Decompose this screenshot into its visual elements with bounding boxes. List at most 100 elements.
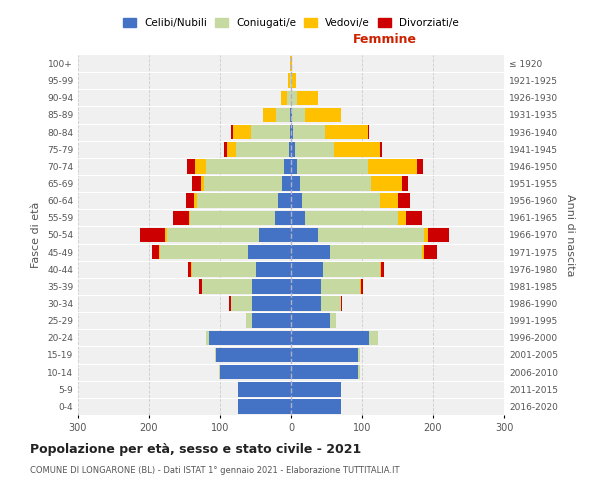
Bar	[291, 399, 341, 413]
Bar	[187, 159, 195, 174]
Bar	[230, 296, 252, 311]
Bar	[291, 159, 296, 174]
Bar	[302, 194, 380, 208]
Bar	[290, 74, 291, 88]
Legend: Celibi/Nubili, Coniugati/e, Vedovi/e, Divorziati/e: Celibi/Nubili, Coniugati/e, Vedovi/e, Di…	[123, 18, 459, 28]
Bar	[186, 194, 194, 208]
Bar	[398, 210, 406, 225]
Bar	[291, 382, 341, 396]
Bar	[236, 142, 289, 156]
Bar	[291, 108, 292, 122]
Bar	[291, 194, 302, 208]
Bar	[232, 125, 233, 140]
Bar	[305, 108, 341, 122]
Bar	[252, 296, 291, 311]
Bar	[193, 176, 201, 191]
Bar	[246, 314, 252, 328]
Bar	[381, 262, 384, 276]
Bar	[159, 245, 160, 260]
Bar	[291, 125, 293, 140]
Bar	[288, 74, 290, 88]
Bar	[275, 210, 291, 225]
Bar	[428, 228, 449, 242]
Bar	[296, 90, 318, 105]
Bar	[194, 194, 197, 208]
Bar	[299, 176, 371, 191]
Bar	[259, 228, 291, 242]
Bar	[251, 125, 290, 140]
Bar	[224, 142, 227, 156]
Bar	[418, 159, 423, 174]
Bar	[358, 365, 360, 380]
Bar	[295, 142, 334, 156]
Bar	[291, 56, 292, 71]
Bar	[291, 74, 292, 88]
Bar	[215, 348, 217, 362]
Bar	[191, 262, 256, 276]
Bar	[263, 108, 276, 122]
Bar	[283, 176, 291, 191]
Bar	[152, 245, 159, 260]
Bar	[371, 176, 403, 191]
Bar	[206, 330, 209, 345]
Bar	[206, 159, 284, 174]
Bar	[325, 125, 368, 140]
Bar	[296, 159, 368, 174]
Bar	[140, 228, 166, 242]
Bar	[195, 159, 206, 174]
Bar	[167, 228, 259, 242]
Bar	[252, 279, 291, 293]
Bar	[361, 279, 364, 293]
Bar	[173, 210, 189, 225]
Bar	[284, 159, 291, 174]
Bar	[292, 74, 296, 88]
Bar	[199, 279, 202, 293]
Bar	[369, 330, 377, 345]
Bar	[160, 245, 248, 260]
Bar	[292, 108, 305, 122]
Bar	[290, 108, 291, 122]
Bar	[290, 56, 291, 71]
Bar	[291, 176, 299, 191]
Bar	[291, 296, 321, 311]
Bar	[289, 142, 291, 156]
Text: COMUNE DI LONGARONE (BL) - Dati ISTAT 1° gennaio 2021 - Elaborazione TUTTITALIA.: COMUNE DI LONGARONE (BL) - Dati ISTAT 1°…	[30, 466, 400, 475]
Bar	[256, 262, 291, 276]
Bar	[293, 125, 325, 140]
Bar	[291, 314, 330, 328]
Bar	[380, 142, 382, 156]
Bar	[368, 125, 369, 140]
Text: Femmine: Femmine	[353, 33, 417, 46]
Bar	[217, 348, 291, 362]
Bar	[205, 176, 283, 191]
Bar	[334, 142, 380, 156]
Bar	[398, 194, 410, 208]
Bar	[201, 176, 205, 191]
Bar	[424, 228, 428, 242]
Y-axis label: Anni di nascita: Anni di nascita	[565, 194, 575, 276]
Bar	[422, 245, 424, 260]
Bar	[380, 194, 398, 208]
Bar	[290, 125, 291, 140]
Bar	[188, 262, 191, 276]
Bar	[321, 279, 360, 293]
Bar	[218, 365, 220, 380]
Bar	[318, 228, 424, 242]
Bar	[291, 262, 323, 276]
Bar	[291, 365, 358, 380]
Bar	[291, 142, 295, 156]
Bar	[358, 348, 360, 362]
Bar	[403, 176, 408, 191]
Y-axis label: Fasce di età: Fasce di età	[31, 202, 41, 268]
Bar	[305, 210, 398, 225]
Bar	[166, 228, 167, 242]
Bar	[202, 279, 252, 293]
Bar	[189, 210, 190, 225]
Bar	[291, 90, 296, 105]
Text: Popolazione per età, sesso e stato civile - 2021: Popolazione per età, sesso e stato civil…	[30, 442, 361, 456]
Bar	[321, 296, 341, 311]
Bar	[291, 348, 358, 362]
Bar	[220, 365, 291, 380]
Bar	[190, 210, 275, 225]
Bar	[424, 245, 437, 260]
